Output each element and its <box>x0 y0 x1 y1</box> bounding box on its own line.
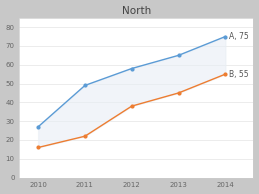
Text: A, 75: A, 75 <box>229 32 249 41</box>
Title: North: North <box>122 6 151 16</box>
Text: B, 55: B, 55 <box>229 70 249 79</box>
